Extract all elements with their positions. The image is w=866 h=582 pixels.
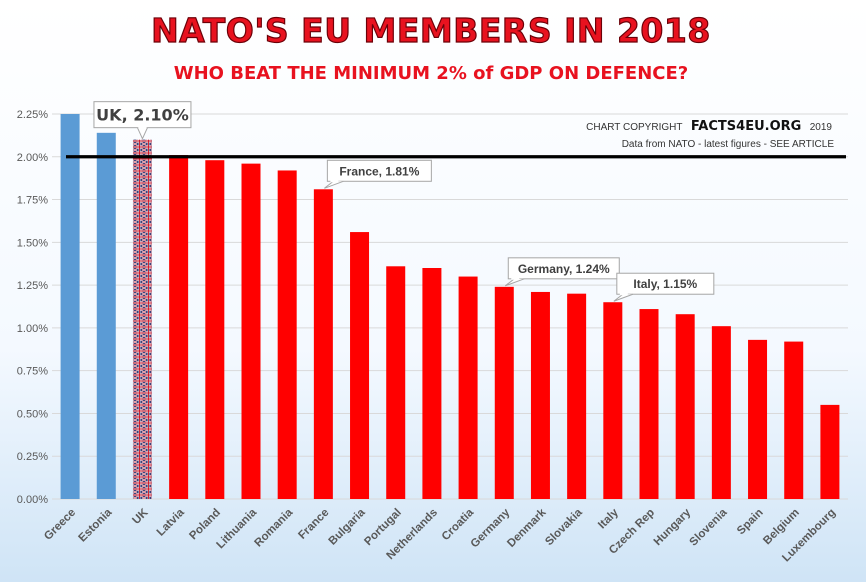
- y-axis-ticks: 0.00% 0.25% 0.50% 0.75% 1.00% 1.25% 1.50% 1.75%…: [17, 109, 48, 506]
- svg-text:CHART COPYRIGHT FACTS4EU: CHART COPYRIGHT FACTS4EU.ORG 2019: [586, 117, 832, 134]
- callout: France, 1.81%: [324, 159, 432, 189]
- bar: [711, 326, 731, 499]
- bar: [784, 341, 804, 499]
- y-tick-label: 1.00%: [17, 323, 48, 335]
- y-tick-label: 1.75%: [17, 195, 48, 207]
- y-tick-label: 0.75%: [17, 366, 48, 378]
- bar: [820, 404, 840, 499]
- x-tick-label: Germany: [469, 506, 513, 550]
- y-tick-label: 2.00%: [17, 152, 48, 164]
- callout: Germany, 1.24%: [504, 257, 620, 287]
- bar: [96, 132, 116, 500]
- bar: [169, 155, 189, 500]
- bar: [350, 232, 370, 500]
- bar: [530, 291, 550, 499]
- bar: [603, 302, 623, 499]
- callout-label: Germany, 1.24%: [518, 262, 610, 276]
- x-tick-label: Greece: [42, 507, 78, 543]
- callout-label: France, 1.81%: [339, 164, 419, 178]
- copyright-brand: FACTS4EU.ORG: [691, 119, 801, 134]
- x-tick-label: Slovakia: [543, 506, 585, 548]
- x-tick-label: Spain: [735, 507, 766, 538]
- x-tick-label: Latvia: [155, 506, 187, 538]
- x-tick-label: UK: [130, 506, 151, 527]
- x-tick-label: Bulgaria: [327, 506, 368, 547]
- y-tick-label: 0.25%: [17, 451, 48, 463]
- bar: [422, 268, 442, 499]
- callout-pointer: [324, 180, 344, 189]
- x-tick-label: Estonia: [77, 506, 115, 544]
- callout-label: Italy, 1.15%: [633, 277, 697, 291]
- x-tick-label: Romania: [252, 506, 295, 549]
- callout-box: [507, 257, 620, 280]
- bar: [386, 266, 406, 499]
- callout-box: [326, 159, 432, 182]
- bar: [277, 170, 297, 499]
- callout: UK, 2.10%: [93, 101, 192, 140]
- x-tick-label: Denmark: [505, 506, 549, 550]
- y-tick-label: 1.50%: [17, 237, 48, 249]
- y-tick-label: 2.25%: [17, 109, 48, 121]
- callout-pointer: [136, 127, 148, 140]
- callout-label: UK, 2.10%: [96, 106, 189, 125]
- bars: [60, 114, 840, 500]
- copyright-year: 2019: [810, 122, 833, 133]
- chart-title: NATO'S EU MEMBERS IN 2018: [151, 11, 711, 50]
- chart-subtitle: WHO BEAT THE MINIMUM 2% of GDP ON DEFENC…: [174, 63, 689, 84]
- y-tick-label: 0.00%: [17, 494, 48, 506]
- bar: [748, 339, 768, 499]
- x-tick-label: France: [296, 507, 331, 542]
- data-source-note: Data from NATO - latest figures - SEE AR…: [622, 139, 835, 150]
- x-tick-label: Hungary: [652, 506, 694, 548]
- annotations: UK, 2.10% France, 1.81% Germany, 1.24% Ital…: [93, 101, 715, 302]
- callout: Italy, 1.15%: [613, 272, 715, 302]
- x-tick-label: Italy: [596, 506, 621, 531]
- bar: [567, 293, 587, 499]
- bar: [132, 139, 152, 499]
- x-tick-label: Lithuania: [214, 506, 259, 551]
- bar: [458, 276, 478, 499]
- bar: [241, 163, 261, 499]
- x-tick-label: Slovenia: [688, 506, 730, 548]
- bar: [60, 114, 80, 499]
- bar: [205, 160, 225, 499]
- bar: [639, 309, 659, 499]
- y-tick-label: 0.50%: [17, 408, 48, 420]
- copyright-prefix: CHART COPYRIGHT: [586, 122, 682, 133]
- callout-pointer: [504, 278, 525, 287]
- callout-box: [616, 272, 715, 295]
- copyright-note: CHART COPYRIGHT FACTS4EU.ORG 2019 Data f…: [586, 117, 835, 150]
- y-tick-label: 1.25%: [17, 280, 48, 292]
- bar: [494, 286, 514, 499]
- x-tick-label: Croatia: [440, 506, 477, 543]
- bar: [675, 314, 695, 499]
- callout-pointer: [613, 293, 633, 302]
- bar: [313, 189, 333, 500]
- x-tick-label: Poland: [187, 507, 223, 543]
